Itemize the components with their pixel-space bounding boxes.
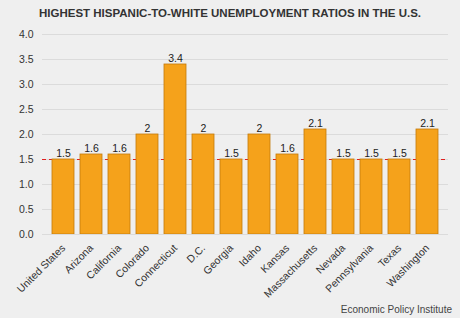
svg-text:2.1: 2.1 bbox=[420, 117, 435, 129]
svg-text:1.5: 1.5 bbox=[19, 153, 34, 165]
svg-text:California: California bbox=[83, 241, 124, 282]
svg-text:2: 2 bbox=[145, 122, 151, 134]
svg-text:1.5: 1.5 bbox=[392, 147, 407, 159]
svg-text:D.C.: D.C. bbox=[184, 242, 207, 265]
svg-text:4.0: 4.0 bbox=[19, 28, 34, 40]
svg-text:Pennsylvania: Pennsylvania bbox=[323, 242, 376, 295]
svg-text:1.6: 1.6 bbox=[84, 142, 99, 154]
svg-text:1.5: 1.5 bbox=[364, 147, 379, 159]
svg-text:Texas: Texas bbox=[375, 241, 404, 270]
svg-text:United States: United States bbox=[14, 242, 67, 295]
svg-text:Georgia: Georgia bbox=[200, 242, 235, 277]
svg-text:Washington: Washington bbox=[384, 242, 432, 290]
svg-text:3.5: 3.5 bbox=[19, 53, 34, 65]
svg-text:1.5: 1.5 bbox=[56, 147, 71, 159]
svg-text:3.0: 3.0 bbox=[19, 78, 34, 90]
svg-text:2.1: 2.1 bbox=[308, 117, 323, 129]
svg-text:Arizona: Arizona bbox=[61, 241, 96, 276]
svg-text:2.0: 2.0 bbox=[19, 128, 34, 140]
svg-text:Nevada: Nevada bbox=[313, 241, 348, 276]
svg-text:0.0: 0.0 bbox=[19, 228, 34, 240]
svg-text:Kansas: Kansas bbox=[258, 241, 292, 275]
html-text:Economic Policy Institute: Economic Policy Institute bbox=[340, 304, 452, 315]
svg-text:Idaho: Idaho bbox=[236, 241, 264, 269]
svg-text:Colorado: Colorado bbox=[112, 241, 152, 281]
svg-text:1.0: 1.0 bbox=[19, 178, 34, 190]
svg-text:0.5: 0.5 bbox=[19, 203, 34, 215]
svg-text:1.6: 1.6 bbox=[280, 142, 295, 154]
html-text:HIGHEST HISPANIC-TO-WHITE UNEM: HIGHEST HISPANIC-TO-WHITE UNEMPLOYMENT R… bbox=[39, 7, 421, 19]
svg-text:1.6: 1.6 bbox=[112, 142, 127, 154]
svg-text:Massachusetts: Massachusetts bbox=[261, 242, 319, 300]
svg-text:2.5: 2.5 bbox=[19, 103, 34, 115]
svg-text:3.4: 3.4 bbox=[168, 52, 183, 64]
svg-text:2: 2 bbox=[257, 122, 263, 134]
svg-text:1.5: 1.5 bbox=[336, 147, 351, 159]
svg-text:1.5: 1.5 bbox=[224, 147, 239, 159]
svg-text:2: 2 bbox=[201, 122, 207, 134]
svg-text:Connecticut: Connecticut bbox=[132, 242, 180, 290]
